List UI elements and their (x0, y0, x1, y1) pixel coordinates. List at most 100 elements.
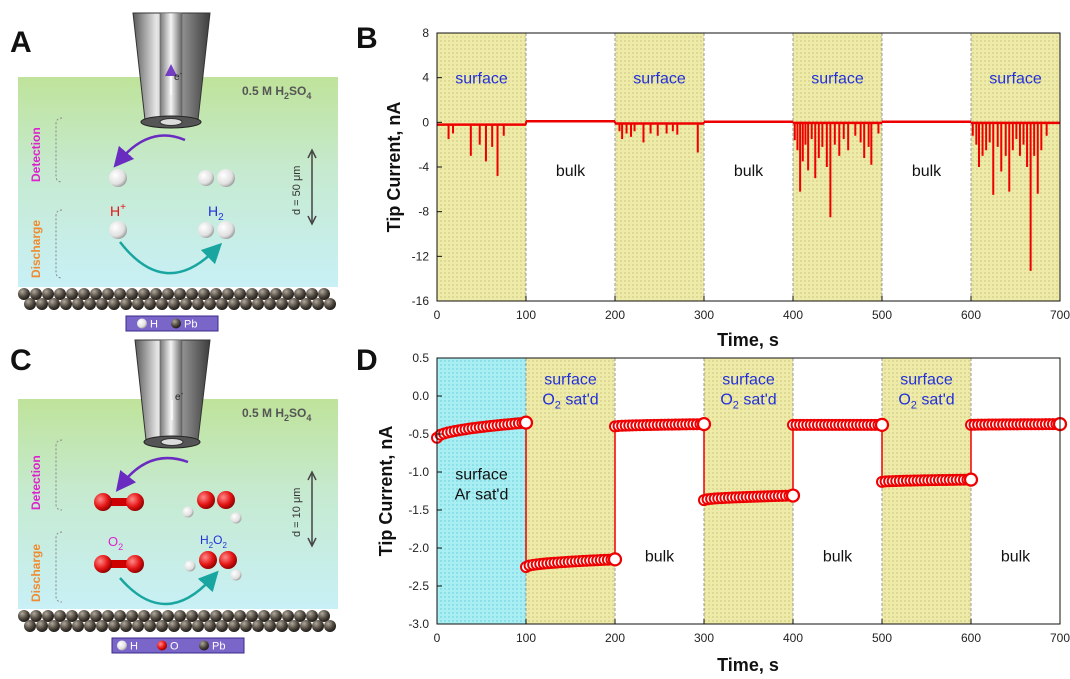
lead-atom (72, 620, 84, 632)
electron-label: e- (175, 389, 184, 403)
x-tick-label: 500 (872, 308, 892, 322)
lead-atom (240, 620, 252, 632)
lead-atom (168, 298, 180, 310)
lead-atom (198, 610, 210, 622)
o2-molecule-top (94, 493, 144, 511)
x-axis-title: Time, s (717, 655, 779, 675)
lead-atom (168, 620, 180, 632)
data-point-end (963, 472, 979, 487)
x-tick-label: 700 (1050, 631, 1070, 645)
surface-label: O2 sat'd (542, 392, 598, 412)
lead-atom (150, 610, 162, 622)
x-tick-label: 500 (872, 631, 892, 645)
lead-atom (186, 610, 198, 622)
lead-atom (216, 620, 228, 632)
lead-atom (36, 620, 48, 632)
lead-electrode-surface (18, 288, 336, 310)
surface-label: O2 sat'd (898, 392, 954, 412)
lead-atom (312, 620, 324, 632)
surface-region (882, 358, 971, 624)
bulk-label: bulk (556, 163, 586, 180)
lead-atom (54, 288, 66, 300)
lead-atom (120, 298, 132, 310)
lead-atom (60, 298, 72, 310)
surface-label: O2 sat'd (720, 392, 776, 412)
y-tick-label: 0.5 (412, 351, 429, 365)
surface-label: surface (544, 372, 597, 389)
lead-electrode-surface (18, 610, 336, 632)
surface-label: surface (900, 372, 953, 389)
chart-b-tip-current-vs-time: B 0 100 200 300 400 500 600 700 8 4 0 -4 -8 -12 -16 su… (356, 22, 1070, 350)
lead-atom (132, 298, 144, 310)
lead-atom (240, 298, 252, 310)
lead-atom (294, 610, 306, 622)
y-tick-label: -16 (412, 294, 430, 308)
lead-atom (228, 298, 240, 310)
detection-label: Detection (29, 455, 43, 510)
lead-atom (78, 610, 90, 622)
lead-atom (156, 620, 168, 632)
plot-frame (436, 357, 1061, 625)
surface-region (615, 33, 704, 301)
lead-atom (204, 298, 216, 310)
y-tick-label: -3.0 (408, 617, 429, 631)
lead-atom (24, 620, 36, 632)
x-tick-label: 0 (434, 308, 441, 322)
lead-atom (300, 298, 312, 310)
lead-atom (66, 610, 78, 622)
detection-label: Detection (29, 127, 43, 182)
lead-atom (324, 298, 336, 310)
h2o2-molecule-bottom (184, 551, 242, 581)
surface-label: surface (633, 71, 686, 88)
lead-atom (318, 288, 330, 300)
legend-a: H Pb (125, 315, 219, 332)
y-tick-label: -1.0 (408, 465, 429, 479)
lead-atom (66, 288, 78, 300)
surface-region (437, 33, 526, 301)
lead-atom (222, 288, 234, 300)
lead-atom (162, 288, 174, 300)
lead-atom (258, 610, 270, 622)
discharge-arrow (119, 241, 223, 275)
o2-molecule-bottom (94, 555, 144, 573)
lead-atom (270, 288, 282, 300)
lead-atom (126, 610, 138, 622)
lead-atom (114, 288, 126, 300)
lead-atom (138, 288, 150, 300)
lead-atom (54, 610, 66, 622)
panel-letter-a: A (10, 26, 32, 59)
lead-atom (276, 620, 288, 632)
x-tick-label: 300 (694, 308, 714, 322)
x-tick-label: 700 (1050, 308, 1070, 322)
lead-atom (162, 610, 174, 622)
lead-atom (246, 610, 258, 622)
panel-letter-b: B (356, 22, 378, 55)
lead-atom (276, 298, 288, 310)
y-tick-label: 0 (422, 115, 429, 129)
lead-atom (210, 610, 222, 622)
lead-atom (24, 298, 36, 310)
lead-atom (306, 610, 318, 622)
surface-label: Ar sat'd (455, 487, 509, 504)
surface-label: surface (455, 467, 508, 484)
lead-atom (234, 610, 246, 622)
solution-label: 0.5 M H2SO4 (242, 406, 311, 423)
lead-atom (126, 288, 138, 300)
y-tick-label: 8 (422, 26, 429, 40)
svg-text:Pb: Pb (184, 319, 197, 331)
data-point-end (785, 488, 801, 503)
surface-label: surface (989, 71, 1042, 88)
svg-text:H: H (130, 641, 138, 653)
lead-atom (84, 298, 96, 310)
lead-atom (84, 620, 96, 632)
lead-atom (90, 610, 102, 622)
y-tick-label: -2.0 (408, 541, 429, 555)
y-tick-label: -12 (412, 249, 430, 263)
lead-atom (156, 298, 168, 310)
y-axis-title: Tip Current, nA (376, 426, 396, 557)
panel-c-schematic: C 0.5 M H2SO4 e- Detection Discharge d =… (10, 339, 338, 654)
surface-label: surface (811, 71, 864, 88)
lead-atom (60, 620, 72, 632)
x-axis-title: Time, s (717, 330, 779, 350)
